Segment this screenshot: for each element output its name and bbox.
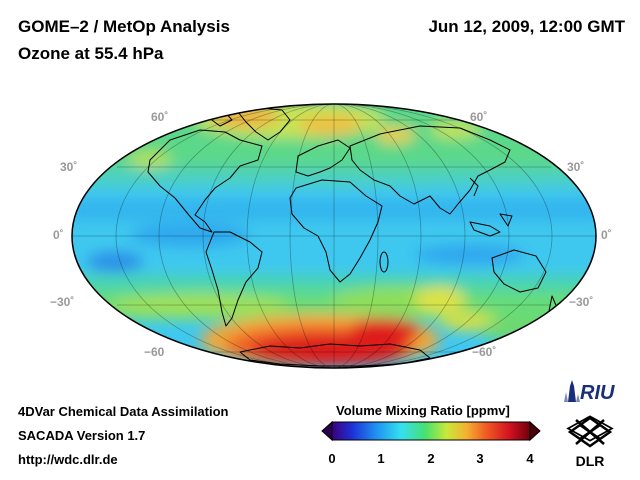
lat-label-left-30: 30˚ <box>60 160 78 174</box>
lat-label-right-60: 60˚ <box>470 110 488 124</box>
lat-label-right-minus60: −60˚ <box>472 345 497 359</box>
lat-label-left-minus30: −30˚ <box>50 295 75 309</box>
colorbar-tick-2: 2 <box>427 451 435 466</box>
colorbar-tick-1: 1 <box>377 451 385 466</box>
lat-label-right-minus30: −30˚ <box>569 295 594 309</box>
colorbar-tick-3: 3 <box>476 451 484 466</box>
colorbar-tick-4: 4 <box>526 451 534 466</box>
lat-label-left-0: 0˚ <box>53 228 64 242</box>
ozone-field <box>72 104 596 368</box>
map-border <box>71 103 597 369</box>
graticule <box>72 104 596 368</box>
colorbar-title: Volume Mixing Ratio [ppmv] <box>336 403 510 418</box>
colorbar-tick-0: 0 <box>328 451 336 466</box>
map-subtitle: Ozone at 55.4 hPa <box>18 44 164 63</box>
lat-label-left-60: 60˚ <box>151 110 169 124</box>
dlr-logo-text: DLR <box>576 453 605 469</box>
colorbar-gradient <box>331 421 531 441</box>
coastlines <box>147 107 559 367</box>
lat-label-right-30: 30˚ <box>567 160 585 174</box>
footer-version: SACADA Version 1.7 <box>18 428 146 443</box>
map-title: GOME–2 / MetOp Analysis <box>18 17 230 36</box>
riu-logo-text: RIU <box>580 382 615 404</box>
colorbar-under-arrow <box>321 420 333 442</box>
lat-label-right-0: 0˚ <box>601 228 612 242</box>
lat-label-left-minus60: −60 <box>144 345 165 359</box>
colorbar-over-arrow <box>529 420 541 442</box>
footer-method: 4DVar Chemical Data Assimilation <box>18 404 229 419</box>
dlr-logo: DLR <box>566 415 614 469</box>
footer-url[interactable]: http://wdc.dlr.de <box>18 452 118 467</box>
analysis-datetime: Jun 12, 2009, 12:00 GMT <box>428 17 625 36</box>
colorbar <box>321 420 541 442</box>
riu-logo: RIU <box>564 380 615 404</box>
